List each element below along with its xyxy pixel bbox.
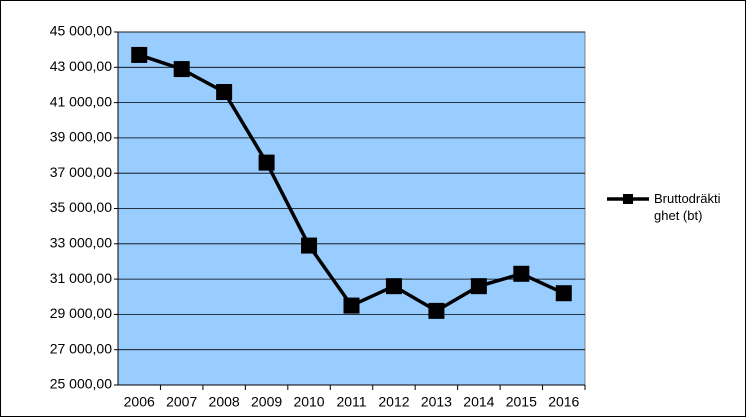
marker <box>216 84 233 101</box>
marker <box>385 278 402 295</box>
x-tick-label: 2007 <box>166 394 197 410</box>
marker <box>131 46 148 63</box>
y-tick-label: 29 000,00 <box>50 305 112 321</box>
y-tick-label: 31 000,00 <box>50 270 112 286</box>
y-tick-label: 41 000,00 <box>50 93 112 109</box>
y-tick-label: 35 000,00 <box>50 199 112 215</box>
marker <box>301 237 318 254</box>
legend-label: Bruttodräktighet (bt) <box>654 191 721 223</box>
marker <box>173 61 190 78</box>
x-tick-label: 2014 <box>463 394 494 410</box>
marker <box>470 278 487 295</box>
y-tick-label: 43 000,00 <box>50 58 112 74</box>
x-tick-label: 2008 <box>209 394 240 410</box>
marker <box>343 297 360 314</box>
y-tick-label: 45 000,00 <box>50 23 112 39</box>
x-tick-label: 2012 <box>378 394 409 410</box>
y-tick-label: 37 000,00 <box>50 164 112 180</box>
x-tick-label: 2011 <box>336 394 366 410</box>
legend-marker <box>623 194 633 204</box>
y-tick-label: 27 000,00 <box>50 340 112 356</box>
marker <box>428 302 445 319</box>
y-tick-label: 33 000,00 <box>50 235 112 251</box>
marker <box>513 265 530 282</box>
x-tick-label: 2009 <box>251 394 282 410</box>
marker <box>555 285 572 302</box>
y-tick-label: 25 000,00 <box>50 376 112 392</box>
y-tick-label: 39 000,00 <box>50 129 112 145</box>
x-tick-label: 2013 <box>421 394 452 410</box>
x-tick-label: 2010 <box>293 394 324 410</box>
x-tick-label: 2016 <box>548 394 579 410</box>
marker <box>258 154 275 171</box>
x-tick-label: 2006 <box>124 394 155 410</box>
x-tick-label: 2015 <box>506 394 537 410</box>
